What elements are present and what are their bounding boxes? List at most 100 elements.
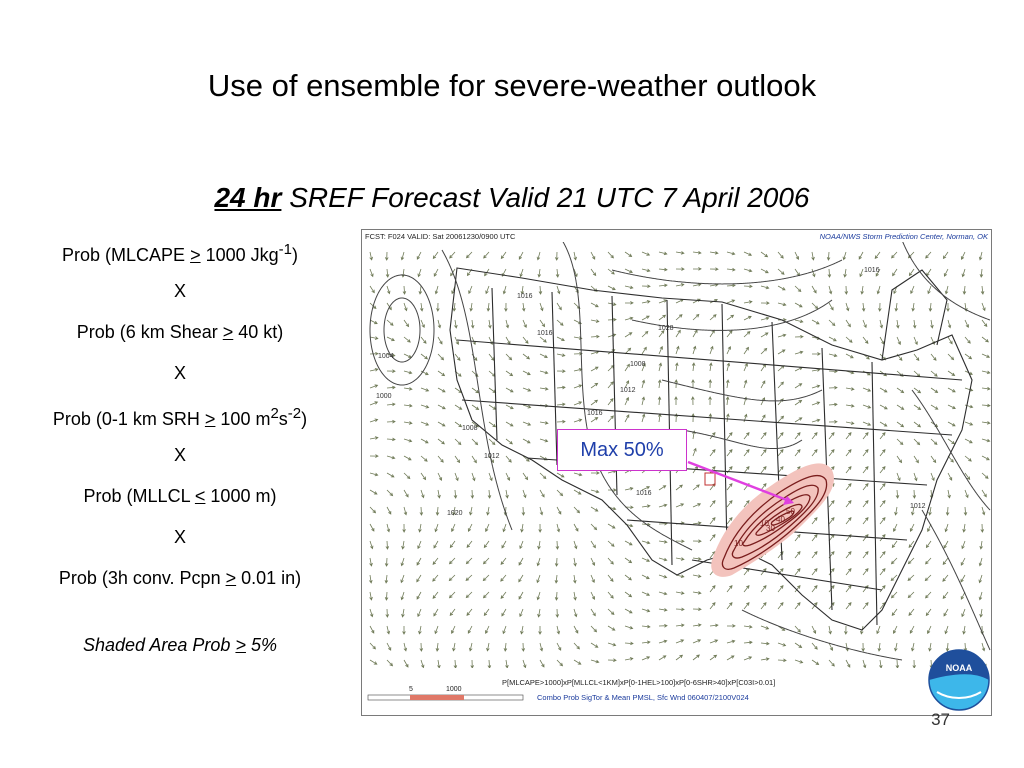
wind-vector <box>726 585 733 593</box>
wind-vector <box>843 268 847 278</box>
wind-vector <box>777 381 784 389</box>
wind-vector <box>658 655 667 661</box>
wind-vector <box>981 455 990 461</box>
wind-vector <box>726 517 733 525</box>
wind-vector <box>962 625 966 635</box>
wind-vector <box>675 503 685 508</box>
wind-vector <box>466 540 473 548</box>
wind-vector <box>709 251 719 255</box>
wind-vector <box>743 624 753 629</box>
wind-vector <box>518 574 524 583</box>
wind-vector <box>709 602 716 610</box>
wind-vector <box>590 366 599 372</box>
wind-vector <box>925 557 932 565</box>
wind-vector <box>845 500 852 508</box>
wind-vector <box>943 540 949 549</box>
wind-vector <box>573 506 581 514</box>
wind-vector <box>658 330 665 338</box>
wind-vector <box>419 506 424 516</box>
wind-vector <box>369 659 378 665</box>
wind-vector <box>369 251 373 261</box>
wind-vector <box>500 574 507 582</box>
wind-vector <box>743 449 750 457</box>
wind-vector <box>590 489 600 494</box>
wind-vector <box>369 351 379 356</box>
wind-vector <box>726 283 736 288</box>
wind-vector <box>947 472 953 481</box>
wind-vector <box>536 251 541 261</box>
wind-vector <box>573 251 577 261</box>
criterion-mlcape: Prob (MLCAPE > 1000 Jkg-1) <box>0 236 360 277</box>
wind-vector <box>403 438 413 443</box>
wind-vector <box>624 574 632 581</box>
state-borders <box>449 267 973 631</box>
wind-vector <box>384 591 389 601</box>
wind-vector <box>879 319 884 329</box>
forecast-description: SREF Forecast Valid 21 UTC 7 April 2006 <box>289 182 810 213</box>
exponent: 2 <box>270 405 279 422</box>
wind-vector <box>828 659 835 667</box>
wind-vector <box>607 642 617 647</box>
wind-vector <box>657 379 662 389</box>
wind-vector <box>926 268 932 277</box>
wind-vector <box>505 387 514 393</box>
wind-vector <box>386 523 391 533</box>
wind-vector <box>417 268 422 278</box>
wind-vector <box>488 387 497 393</box>
wind-vector <box>942 251 949 260</box>
wind-vector <box>607 317 617 322</box>
wind-vector <box>726 602 733 610</box>
wind-vector <box>911 642 915 652</box>
operator: > <box>204 409 216 429</box>
criterion-text: s <box>278 409 288 429</box>
wind-vector <box>469 506 473 516</box>
wind-vector <box>555 608 560 618</box>
wind-vector <box>811 418 821 423</box>
wind-vector <box>554 574 559 584</box>
wind-vector <box>521 302 526 312</box>
wind-vector <box>554 591 559 601</box>
formula-label: P[MLCAPE>1000]xP[MLLCL<1KM]xP[0-1HEL>100… <box>502 678 775 687</box>
wind-vector <box>505 659 509 669</box>
wind-vector <box>573 401 583 406</box>
wind-vector <box>858 251 864 260</box>
wind-vector <box>658 485 667 491</box>
wind-vector <box>794 534 801 542</box>
wind-vector <box>607 540 615 547</box>
wind-vector <box>794 642 803 648</box>
wind-vector <box>624 251 633 257</box>
wind-vector <box>624 557 633 564</box>
wind-vector <box>657 396 662 406</box>
wind-vector <box>537 608 541 618</box>
wind-vector <box>522 659 527 669</box>
wind-vector <box>500 251 507 260</box>
wind-vector <box>709 345 714 355</box>
forecast-hours: 24 hr <box>214 182 282 213</box>
wind-vector <box>964 404 974 409</box>
wind-vector <box>658 608 668 612</box>
wind-vector <box>964 319 969 329</box>
wind-vector <box>403 387 413 391</box>
wind-vector <box>433 268 439 277</box>
wind-vector <box>505 319 510 329</box>
wind-vector <box>910 285 915 295</box>
wind-vector <box>777 658 787 663</box>
wind-vector <box>692 574 702 578</box>
wind-vector <box>573 608 578 618</box>
wind-vector <box>573 659 582 665</box>
wind-vector <box>420 489 425 499</box>
wind-vector <box>692 447 697 457</box>
wind-vector <box>454 404 463 410</box>
wind-vector <box>369 557 373 567</box>
wind-vector <box>928 506 932 516</box>
wind-vector <box>709 449 716 457</box>
wind-vector <box>709 517 716 525</box>
wind-vector <box>844 285 849 295</box>
wind-vector <box>470 319 475 329</box>
wind-vector <box>590 417 599 423</box>
wind-vector <box>418 285 423 295</box>
wind-vector <box>794 602 801 610</box>
wind-vector <box>879 568 886 576</box>
wind-vector <box>828 432 835 440</box>
wind-vector <box>947 353 955 361</box>
